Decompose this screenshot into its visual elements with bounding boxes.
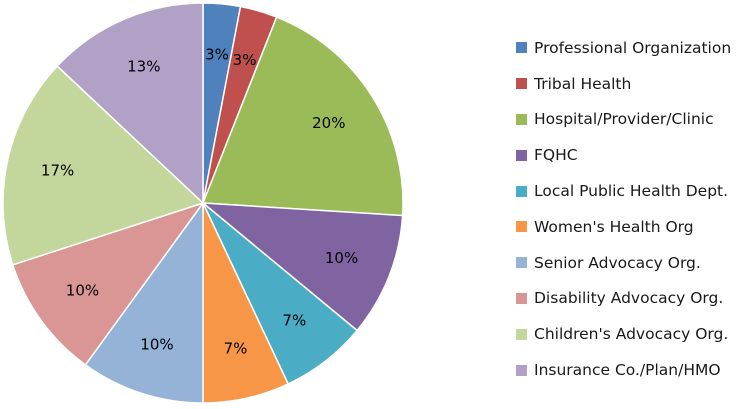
pie-slice-disability-advocacy-org bbox=[11, 201, 205, 366]
legend-label: Children's Advocacy Org. bbox=[534, 325, 729, 344]
legend-swatch bbox=[516, 364, 527, 376]
legend-swatch bbox=[516, 149, 527, 161]
pie-chart-plot: 3% 3% 20% 10% 7% 7% 10% 10% 17% 13% bbox=[2, 2, 404, 404]
legend-swatch bbox=[516, 42, 527, 54]
legend-swatch bbox=[516, 328, 527, 340]
legend-swatch bbox=[516, 221, 527, 233]
legend-label: Insurance Co./Plan/HMO bbox=[534, 361, 721, 380]
legend-swatch bbox=[516, 292, 527, 304]
legend-label: Tribal Health bbox=[534, 74, 632, 93]
slice-label-children-s-advocacy-org: 17% bbox=[41, 161, 74, 179]
pie-slice-hospital-provider-clinic bbox=[201, 16, 404, 217]
legend-label: Professional Organization bbox=[534, 38, 732, 57]
legend-item-disability-advocacy-org: Disability Advocacy Org. bbox=[516, 281, 731, 317]
legend-label: Senior Advocacy Org. bbox=[534, 253, 701, 272]
legend-label: FQHC bbox=[534, 146, 578, 165]
legend-item-fqhc: FQHC bbox=[516, 137, 731, 173]
legend-item-professional-organization: Professional Organization bbox=[516, 30, 731, 66]
legend-label: Hospital/Provider/Clinic bbox=[534, 110, 714, 129]
legend-item-hospital-provider-clinic: Hospital/Provider/Clinic bbox=[516, 102, 731, 138]
slice-label-tribal-health: 3% bbox=[233, 51, 257, 69]
pie-slice-senior-advocacy-org bbox=[84, 200, 204, 404]
legend-label: Local Public Health Dept. bbox=[534, 182, 729, 201]
legend-swatch bbox=[516, 78, 527, 90]
legend-item-local-public-health-dept: Local Public Health Dept. bbox=[516, 173, 731, 209]
pie-slice-children-s-advocacy-org bbox=[2, 65, 205, 266]
pie-slice-fqhc bbox=[200, 202, 404, 332]
slice-label-women-s-health-org: 7% bbox=[224, 339, 248, 357]
legend-swatch bbox=[516, 113, 527, 125]
legend-swatch bbox=[516, 185, 527, 197]
legend-item-tribal-health: Tribal Health bbox=[516, 66, 731, 102]
chart-legend: Professional Organization Tribal Health Ho… bbox=[516, 30, 731, 388]
slice-label-professional-organization: 3% bbox=[205, 46, 229, 64]
legend-item-women-s-health-org: Women's Health Org bbox=[516, 209, 731, 245]
legend-item-senior-advocacy-org: Senior Advocacy Org. bbox=[516, 245, 731, 281]
legend-label: Women's Health Org bbox=[534, 217, 694, 236]
slice-label-insurance-co-plan-hmo: 13% bbox=[127, 57, 160, 75]
slice-label-senior-advocacy-org: 10% bbox=[140, 336, 173, 354]
pie-slice-insurance-co-plan-hmo bbox=[56, 2, 204, 205]
legend-item-insurance-co-plan-hmo: Insurance Co./Plan/HMO bbox=[516, 352, 731, 388]
legend-swatch bbox=[516, 257, 527, 269]
slice-label-fqhc: 10% bbox=[325, 249, 358, 267]
slice-label-disability-advocacy-org: 10% bbox=[66, 282, 99, 300]
legend-label: Disability Advocacy Org. bbox=[534, 289, 724, 308]
legend-item-children-s-advocacy-org: Children's Advocacy Org. bbox=[516, 316, 731, 352]
slice-label-local-public-health-dept: 7% bbox=[282, 312, 306, 330]
slice-label-hospital-provider-clinic: 20% bbox=[312, 114, 345, 132]
